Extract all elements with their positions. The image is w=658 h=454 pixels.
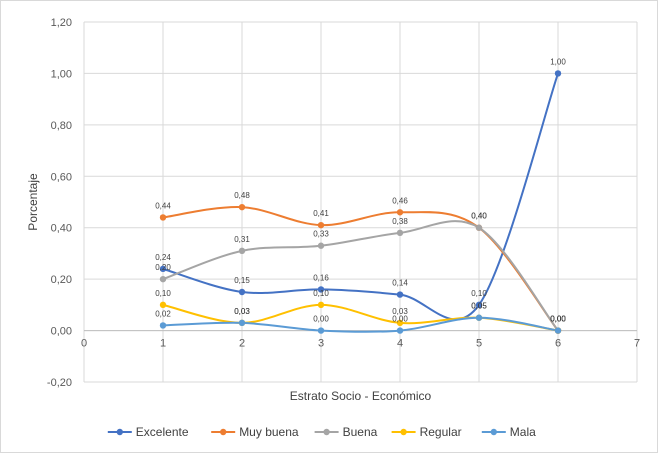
y-tick-label: 1,20 <box>51 17 72 29</box>
legend-label-buena: Buena <box>343 425 378 439</box>
point-buena <box>159 275 167 283</box>
point-mala <box>554 327 562 334</box>
point-excelente <box>475 301 483 309</box>
x-tick-label: 0 <box>81 338 87 350</box>
data-label-excelente: 1,00 <box>550 57 566 66</box>
data-label-mala: 0,00 <box>550 315 566 324</box>
y-tick-label: 0,60 <box>51 171 72 183</box>
point-excelente <box>396 291 404 298</box>
data-label-mala: 0,05 <box>471 302 487 311</box>
x-tick-label: 5 <box>476 338 482 350</box>
data-label-regular: 0,10 <box>313 289 329 298</box>
data-label-buena: 0,38 <box>392 217 408 226</box>
y-tick-label: 0,00 <box>51 326 72 338</box>
data-label-buena: 0,20 <box>155 263 171 272</box>
data-label-regular: 0,00 <box>550 315 566 324</box>
point-regular <box>159 301 167 309</box>
legend-label-muy-buena: Muy buena <box>239 425 299 439</box>
data-label-muy-buena: 0,44 <box>155 201 171 210</box>
data-label-mala: 0,00 <box>392 315 408 324</box>
data-label-muy-buena: 0,00 <box>550 315 566 324</box>
data-label-regular: 0,10 <box>155 289 171 298</box>
x-tick-label: 1 <box>160 338 166 350</box>
point-muy-buena <box>159 214 167 221</box>
legend: Excelente Muy buena Buena Regular Mala <box>107 425 536 439</box>
legend-marker-regular <box>400 428 407 436</box>
point-mala <box>238 319 246 327</box>
data-label-muy-buena: 0,41 <box>313 209 329 218</box>
data-label-muy-buena: 0,48 <box>234 191 250 200</box>
y-tick-label: 0,80 <box>51 120 72 132</box>
legend-label-excelente: Excelente <box>136 425 189 439</box>
point-regular <box>317 301 325 309</box>
y-axis-title: Porcentaje <box>26 173 40 231</box>
x-tick-label: 7 <box>634 338 640 350</box>
point-mala <box>159 322 167 329</box>
legend-label-mala: Mala <box>510 425 536 439</box>
data-label-mala: 0,03 <box>234 307 250 316</box>
series-lines <box>162 73 559 333</box>
series-line-mala <box>162 316 559 333</box>
data-label-excelente: 0,14 <box>392 279 408 288</box>
x-axis-title: Estrato Socio - Económico <box>290 389 432 403</box>
legend-marker-buena <box>323 428 330 436</box>
data-label-mala: 0,00 <box>313 315 329 324</box>
y-tick-label: 0,20 <box>51 274 72 286</box>
data-label-mala: 0,02 <box>155 309 171 318</box>
data-label-regular: 0,03 <box>234 307 250 316</box>
point-buena <box>238 247 246 255</box>
data-label-excelente: 0,10 <box>471 289 487 298</box>
data-label-buena: 0,40 <box>471 212 487 221</box>
point-regular <box>396 319 404 327</box>
data-label-regular: 0,03 <box>392 307 408 316</box>
series-line-regular <box>162 303 559 332</box>
x-tick-label: 2 <box>239 338 245 350</box>
point-muy-buena <box>396 209 404 216</box>
data-label-muy-buena: 0,46 <box>392 196 408 205</box>
data-label-buena: 0,00 <box>550 315 566 324</box>
point-mala <box>317 327 325 334</box>
data-label-muy-buena: 0,40 <box>471 212 487 221</box>
data-label-buena: 0,31 <box>234 235 250 244</box>
series-points <box>159 70 562 334</box>
point-mala <box>475 314 483 321</box>
point-mala <box>396 327 404 334</box>
series-line-excelente <box>162 73 559 321</box>
y-tick-label: -0,20 <box>47 377 72 389</box>
x-tick-label: 4 <box>397 338 403 350</box>
x-tick-label: 6 <box>555 338 561 350</box>
series-line-buena <box>162 220 559 332</box>
point-excelente <box>159 265 167 273</box>
data-label-excelente: 0,24 <box>155 253 171 262</box>
legend-marker-muy-buena <box>220 428 227 436</box>
legend-marker-mala <box>490 428 497 436</box>
y-tick-label: 1,00 <box>51 68 72 80</box>
legend-label-regular: Regular <box>420 425 462 439</box>
y-tick-label: 0,40 <box>51 223 72 235</box>
data-label-regular: 0,05 <box>471 302 487 311</box>
x-tick-label: 3 <box>318 338 324 350</box>
legend-marker-excelente <box>116 428 124 436</box>
point-muy-buena <box>317 221 325 229</box>
point-excelente <box>317 286 325 293</box>
point-buena <box>475 224 483 231</box>
point-muy-buena <box>238 203 246 211</box>
point-excelente <box>238 288 246 296</box>
point-buena <box>317 242 325 249</box>
point-buena <box>396 229 404 237</box>
data-label-excelente: 0,15 <box>234 276 250 285</box>
data-label-excelente: 0,16 <box>313 273 329 282</box>
point-excelente <box>554 70 562 77</box>
data-label-buena: 0,33 <box>313 230 329 239</box>
axes: -0,20 0,00 0,20 0,40 0,60 0,80 1,00 1,20 0 1 2 3 4 5 6… <box>47 17 640 389</box>
data-labels: 0,24 0,15 0,16 0,14 0,10 1,00 0,44 0,48 0,41 0,46… <box>155 57 566 323</box>
